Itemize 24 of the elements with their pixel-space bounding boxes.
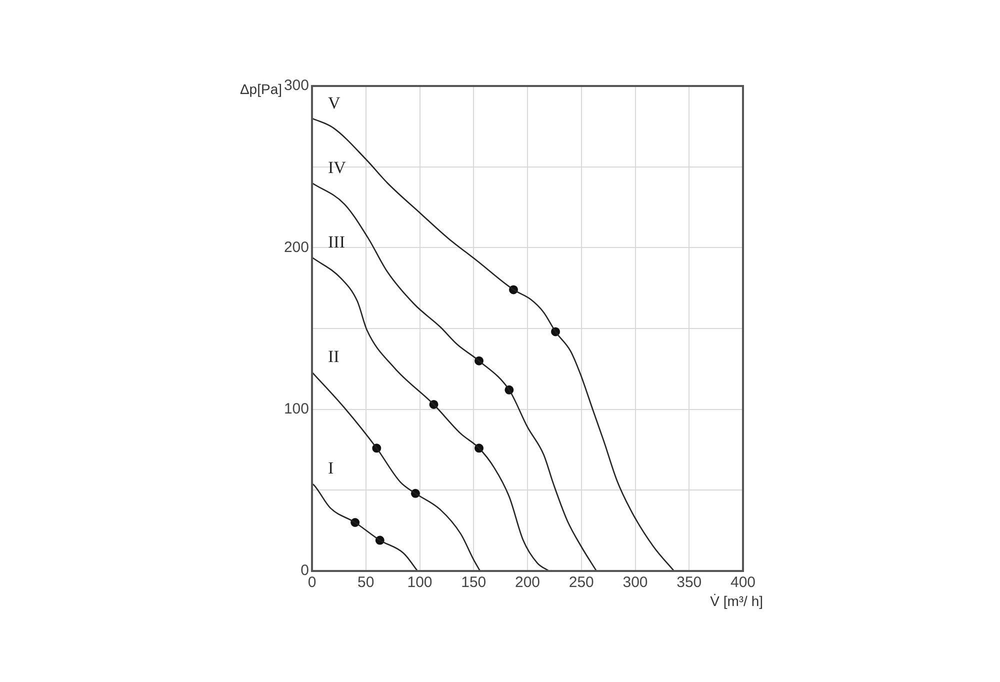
series-label: I	[328, 458, 334, 478]
line-series	[312, 256, 550, 571]
x-tick-label: 200	[514, 574, 540, 592]
x-tick-label: 150	[461, 574, 486, 592]
line-series	[312, 118, 675, 571]
line-series	[312, 372, 481, 571]
x-tick-label: 350	[676, 574, 702, 592]
x-tick-label: 250	[568, 574, 594, 592]
x-tick-label: 50	[358, 574, 374, 592]
series-label: V	[328, 93, 341, 112]
line-series	[312, 483, 418, 571]
y-tick-label: 200	[284, 238, 309, 256]
series-label: II	[328, 347, 340, 366]
line-series	[312, 182, 598, 571]
x-tick-label: 400	[730, 574, 756, 592]
y-tick-label: 0	[300, 562, 309, 580]
x-tick-label: 100	[407, 574, 432, 592]
series-label: III	[328, 232, 346, 252]
series-label: IV	[328, 158, 347, 177]
y-axis-title: Δp[Pa]	[240, 80, 282, 97]
y-tick-label: 100	[284, 400, 309, 418]
x-axis-title: V̇ [m³/ h]	[710, 592, 763, 609]
y-tick-label: 300	[284, 77, 309, 94]
x-tick-label: 300	[622, 574, 648, 592]
